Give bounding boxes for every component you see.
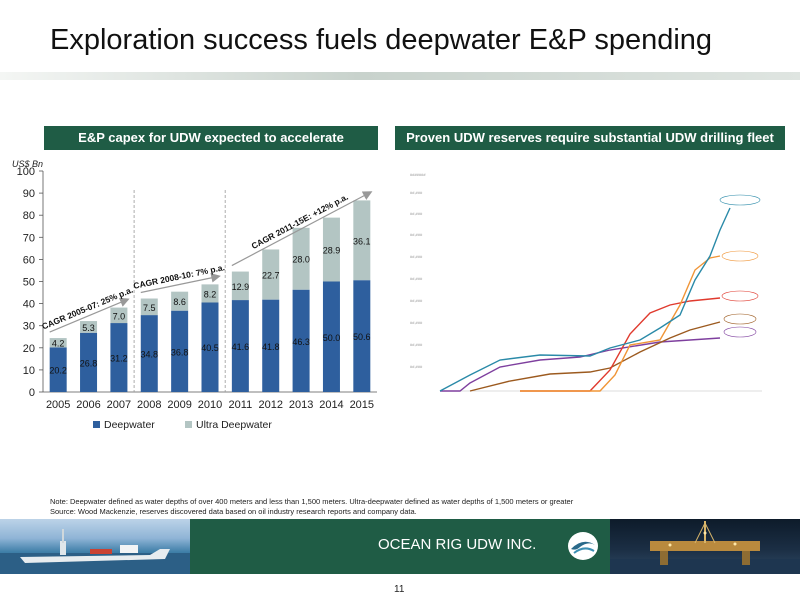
bar-deepwater xyxy=(231,300,249,392)
value-label-ultra-deepwater: 28.0 xyxy=(292,255,310,265)
x-tick-label: 2005 xyxy=(46,399,70,411)
bar-deepwater xyxy=(292,289,310,392)
value-label-deepwater: 50.6 xyxy=(353,332,371,342)
bar-deepwater xyxy=(322,281,340,392)
value-label-ultra-deepwater: 8.2 xyxy=(204,289,217,299)
growth-arrow xyxy=(49,297,130,333)
growth-arrow xyxy=(231,191,373,267)
svg-text:##,###: ##,### xyxy=(410,232,423,237)
value-label-ultra-deepwater: 7.0 xyxy=(113,311,126,321)
bar-deepwater xyxy=(171,310,189,392)
bar-ultra-deepwater xyxy=(231,271,249,301)
value-label-deepwater: 41.8 xyxy=(262,342,280,352)
value-label-deepwater: 40.5 xyxy=(201,343,219,353)
value-label-ultra-deepwater: 28.9 xyxy=(323,246,341,256)
legend-label-ultra-deepwater: Ultra Deepwater xyxy=(196,419,272,431)
source-line: Source: Wood Mackenzie, reserves discove… xyxy=(50,507,417,516)
value-label-ultra-deepwater: 8.6 xyxy=(173,297,186,307)
page-title: Exploration success fuels deepwater E&P … xyxy=(50,24,713,56)
x-tick-label: 2010 xyxy=(198,399,222,411)
x-tick-label: 2011 xyxy=(229,399,253,411)
bar-deepwater xyxy=(353,280,371,392)
value-label-deepwater: 46.3 xyxy=(292,337,310,347)
y-tick-label: 80 xyxy=(23,210,35,222)
value-label-ultra-deepwater: 5.3 xyxy=(82,323,95,333)
y-tick-label: 100 xyxy=(17,166,35,178)
svg-text:##,###: ##,### xyxy=(410,211,423,216)
svg-text:##,###: ##,### xyxy=(410,190,423,195)
legend-label-deepwater: Deepwater xyxy=(104,419,155,431)
y-tick-label: 40 xyxy=(23,299,35,311)
note-line: Note: Deepwater defined as water depths … xyxy=(50,497,574,506)
footer-band: OCEAN RIG UDW INC. xyxy=(0,519,800,574)
value-label-deepwater: 50.0 xyxy=(323,333,341,343)
y-tick-label: 10 xyxy=(23,365,35,377)
value-label-deepwater: 20.2 xyxy=(49,366,67,376)
bar-ultra-deepwater xyxy=(110,307,128,324)
drillship-photo xyxy=(0,519,190,574)
growth-arrow xyxy=(140,273,221,294)
y-tick-label: 20 xyxy=(23,343,35,355)
bar-ultra-deepwater xyxy=(353,200,371,281)
y-tick-label: 90 xyxy=(23,188,35,200)
x-tick-label: 2015 xyxy=(350,399,374,411)
bar-ultra-deepwater xyxy=(262,249,280,300)
bar-deepwater xyxy=(110,323,128,392)
x-tick-label: 2007 xyxy=(107,399,131,411)
left-panel-header: E&P capex for UDW expected to accelerate xyxy=(44,126,378,150)
svg-text:#######: ####### xyxy=(410,172,426,177)
value-label-ultra-deepwater: 4.2 xyxy=(52,339,65,349)
ocean-rig-logo-icon xyxy=(568,532,598,560)
page-number: 11 xyxy=(394,584,405,595)
value-label-ultra-deepwater: 36.1 xyxy=(353,236,371,246)
x-tick-label: 2013 xyxy=(289,399,313,411)
value-label-ultra-deepwater: 12.9 xyxy=(232,282,250,292)
y-tick-label: 0 xyxy=(29,387,35,399)
x-tick-label: 2006 xyxy=(76,399,100,411)
bar-ultra-deepwater xyxy=(201,284,219,303)
bar-deepwater xyxy=(262,299,280,392)
svg-text:##,###: ##,### xyxy=(410,254,423,259)
bar-ultra-deepwater xyxy=(49,338,67,348)
x-tick-label: 2009 xyxy=(167,399,191,411)
bar-ultra-deepwater xyxy=(80,321,98,333)
title-divider xyxy=(0,72,800,80)
legend-swatch-ultra-deepwater xyxy=(185,421,192,428)
value-label-deepwater: 34.8 xyxy=(141,350,159,360)
y-tick-label: 70 xyxy=(23,232,35,244)
reserves-line-chart-image: ####### ##,### ##,### ##,### ##,### ##,#… xyxy=(410,172,762,392)
svg-text:##,###: ##,### xyxy=(410,320,423,325)
right-panel-header: Proven UDW reserves require substantial … xyxy=(395,126,785,150)
value-label-deepwater: 41.6 xyxy=(232,342,250,352)
x-tick-label: 2014 xyxy=(319,399,343,411)
y-tick-label: 30 xyxy=(23,321,35,333)
value-label-ultra-deepwater: 7.5 xyxy=(143,303,156,313)
value-label-deepwater: 31.2 xyxy=(110,354,128,364)
svg-text:##,###: ##,### xyxy=(410,298,423,303)
bar-deepwater xyxy=(49,347,67,392)
bar-deepwater xyxy=(80,332,98,392)
bar-ultra-deepwater xyxy=(140,298,158,316)
x-tick-label: 2012 xyxy=(258,399,282,411)
bar-ultra-deepwater xyxy=(171,291,189,311)
bar-deepwater xyxy=(140,315,158,392)
value-label-deepwater: 26.8 xyxy=(80,358,98,368)
svg-text:##,###: ##,### xyxy=(410,364,423,369)
footnote: Note: Deepwater defined as water depths … xyxy=(50,497,573,517)
y-axis-label: US$ Bn xyxy=(12,159,43,169)
svg-text:##,###: ##,### xyxy=(410,276,423,281)
company-name: OCEAN RIG UDW INC. xyxy=(378,536,537,553)
svg-text:##,###: ##,### xyxy=(410,342,423,347)
legend-swatch-deepwater xyxy=(93,421,100,428)
bar-ultra-deepwater xyxy=(292,227,310,290)
value-label-ultra-deepwater: 22.7 xyxy=(262,271,280,281)
bar-deepwater xyxy=(201,302,219,392)
x-tick-label: 2008 xyxy=(137,399,161,411)
drilling-rig-photo xyxy=(610,519,800,574)
value-label-deepwater: 36.8 xyxy=(171,347,189,357)
y-tick-label: 50 xyxy=(23,277,35,289)
y-tick-label: 60 xyxy=(23,254,35,266)
bar-ultra-deepwater xyxy=(322,217,340,282)
